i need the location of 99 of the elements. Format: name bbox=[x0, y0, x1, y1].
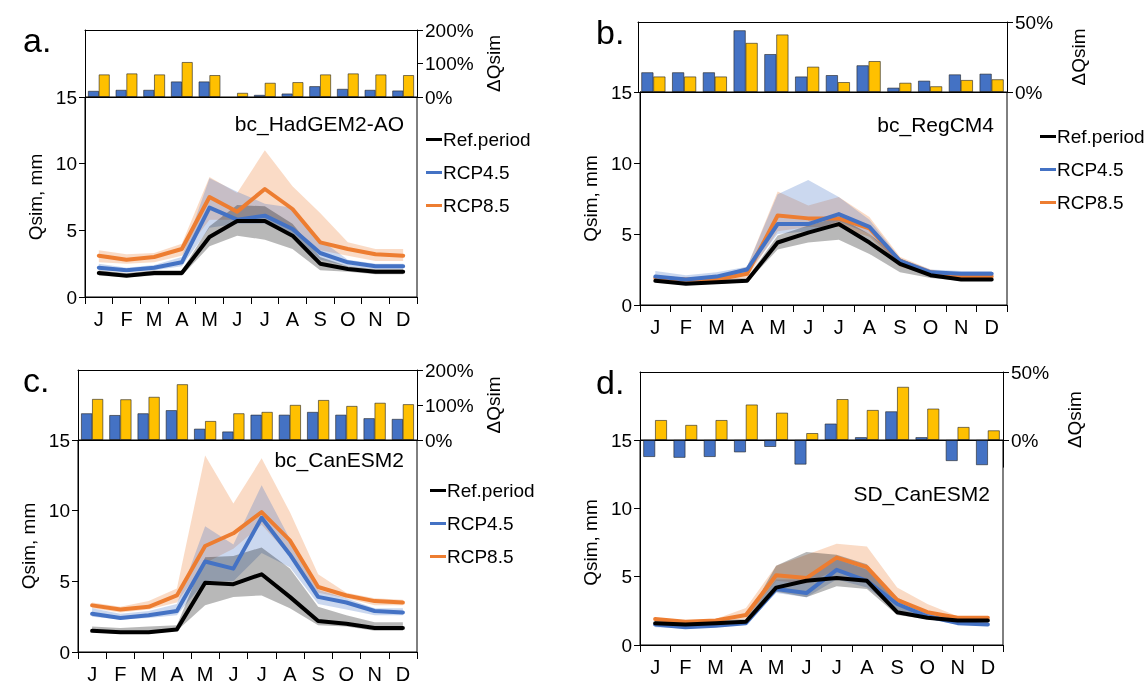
y-tick-label: 10 bbox=[610, 497, 633, 519]
y-tick-label: 0 bbox=[59, 641, 70, 663]
x-tick-label: A bbox=[740, 316, 755, 338]
x-tick-label: J bbox=[803, 316, 814, 338]
y-tick-label: 5 bbox=[66, 219, 77, 241]
x-tick-label: O bbox=[338, 663, 355, 685]
chart-title: b. bbox=[596, 13, 625, 51]
legend-label: RCP4.5 bbox=[447, 513, 514, 534]
x-tick-label: M bbox=[196, 663, 214, 685]
y-tick-label: 0 bbox=[621, 294, 633, 316]
y-axis-title: ΔQsim bbox=[1064, 391, 1085, 449]
y-tick-label: 0 bbox=[621, 634, 633, 656]
x-tick-label: J bbox=[650, 656, 661, 678]
x-tick-label: A bbox=[170, 663, 185, 685]
x-tick-label: J bbox=[93, 308, 104, 330]
legend-label: Ref.period bbox=[447, 480, 535, 501]
text: bc_HadGEM2-AO bbox=[234, 112, 404, 136]
x-tick-label: J bbox=[650, 316, 661, 338]
y-tick-label: 5 bbox=[621, 223, 633, 245]
x-tick-label: F bbox=[679, 316, 693, 338]
legend-label: RCP8.5 bbox=[447, 546, 514, 567]
chart-title: d. bbox=[596, 363, 625, 401]
y-axis-title: ΔQsim bbox=[483, 34, 505, 93]
legend-label: RCP8.5 bbox=[443, 195, 510, 216]
y-tick-label: 5 bbox=[621, 566, 633, 588]
legend-label: RCP4.5 bbox=[443, 162, 510, 183]
x-tick-label: J bbox=[228, 663, 239, 685]
y-axis-title: ΔQsim bbox=[1068, 28, 1089, 86]
y-tick-label: 50% bbox=[1011, 361, 1050, 383]
x-tick-label: S bbox=[890, 656, 904, 678]
x-tick-label: A bbox=[739, 656, 754, 678]
y-tick-label: 10 bbox=[55, 153, 77, 175]
y-tick-label: 15 bbox=[55, 86, 77, 108]
y-tick-label: 10 bbox=[610, 152, 633, 174]
x-tick-label: M bbox=[201, 308, 218, 330]
x-tick-label: M bbox=[767, 656, 785, 678]
y-tick-label: 100% bbox=[425, 394, 474, 416]
x-tick-label: F bbox=[679, 656, 692, 678]
x-tick-label: J bbox=[87, 663, 98, 685]
x-tick-label: N bbox=[368, 308, 383, 330]
y-tick-label: 200% bbox=[425, 359, 474, 381]
y-axis-title: Qsim, mm bbox=[580, 155, 601, 242]
x-tick-label: O bbox=[340, 308, 356, 330]
x-tick-label: A bbox=[285, 308, 300, 330]
x-tick-label: S bbox=[893, 316, 907, 338]
y-axis-title: ΔQsim bbox=[483, 376, 505, 434]
legend-label: Ref.period bbox=[443, 129, 531, 150]
y-axis-title: Qsim, mm bbox=[580, 499, 601, 586]
y-tick-label: 100% bbox=[425, 53, 474, 74]
x-tick-label: N bbox=[953, 316, 969, 338]
legend-label: RCP8.5 bbox=[1057, 192, 1124, 213]
y-tick-label: 5 bbox=[59, 570, 70, 592]
x-tick-label: F bbox=[114, 663, 127, 685]
x-tick-label: D bbox=[980, 656, 996, 678]
x-tick-label: S bbox=[313, 308, 327, 330]
x-tick-label: A bbox=[283, 663, 298, 685]
x-tick-label: J bbox=[259, 308, 270, 330]
legend-label: RCP4.5 bbox=[1057, 159, 1124, 180]
text: SD_CanESM2 bbox=[853, 482, 990, 506]
x-tick-label: J bbox=[256, 663, 267, 685]
x-tick-label: D bbox=[984, 316, 999, 338]
x-tick-label: D bbox=[395, 308, 411, 330]
x-tick-label: O bbox=[919, 656, 936, 678]
chart-title: a. bbox=[23, 21, 52, 59]
x-tick-label: M bbox=[708, 316, 725, 338]
x-tick-label: J bbox=[833, 316, 844, 338]
y-tick-label: 0% bbox=[425, 86, 453, 108]
x-tick-label: F bbox=[120, 308, 133, 330]
y-tick-label: 200% bbox=[425, 19, 474, 41]
x-tick-label: M bbox=[769, 316, 786, 338]
chart-title: bc_CanESM2 bbox=[274, 448, 405, 472]
x-tick-label: A bbox=[175, 308, 190, 330]
y-tick-label: 50% bbox=[1015, 11, 1054, 33]
text: bc_RegCM4 bbox=[877, 113, 995, 137]
y-tick-label: 0% bbox=[425, 429, 453, 451]
x-tick-label: J bbox=[801, 656, 812, 678]
x-tick-label: M bbox=[145, 308, 163, 330]
x-tick-label: A bbox=[862, 316, 877, 338]
x-tick-label: N bbox=[367, 663, 382, 685]
x-tick-label: J bbox=[232, 308, 243, 330]
x-tick-label: S bbox=[311, 663, 325, 685]
y-tick-label: 10 bbox=[48, 500, 70, 522]
x-tick-label: N bbox=[950, 656, 965, 678]
y-tick-label: 0 bbox=[66, 286, 77, 308]
x-tick-label: O bbox=[922, 316, 939, 338]
chart-title: c. bbox=[23, 361, 50, 399]
y-axis-title: Qsim, mm bbox=[24, 153, 46, 241]
x-tick-label: A bbox=[860, 656, 875, 678]
x-tick-label: J bbox=[831, 656, 842, 678]
legend-label: Ref.period bbox=[1057, 126, 1145, 147]
y-tick-label: 15 bbox=[610, 429, 633, 451]
x-tick-label: M bbox=[140, 663, 157, 685]
x-tick-label: M bbox=[707, 656, 724, 678]
y-tick-label: 0% bbox=[1011, 429, 1039, 451]
y-tick-label: 15 bbox=[48, 429, 70, 451]
y-tick-label: 15 bbox=[610, 81, 633, 103]
x-tick-label: D bbox=[395, 663, 411, 685]
y-axis-title: Qsim, mm bbox=[17, 502, 39, 590]
y-tick-label: 0% bbox=[1015, 81, 1043, 103]
